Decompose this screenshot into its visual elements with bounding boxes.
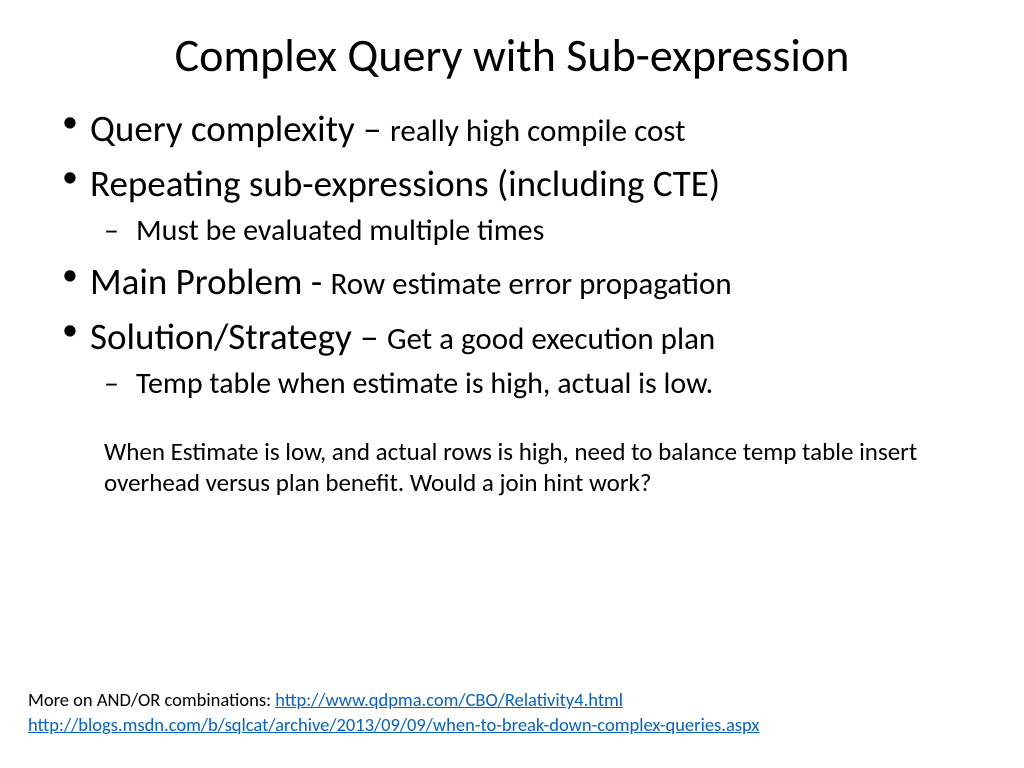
sub-item: Temp table when estimate is high, actual… xyxy=(90,365,976,402)
bullet-lead: Main Problem - xyxy=(90,259,331,304)
reference-link-1[interactable]: http://www.qdpma.com/CBO/Relativity4.htm… xyxy=(275,688,623,711)
bullet-tail: Row estimate error propagation xyxy=(331,265,732,303)
footer-references: More on AND/OR combinations: http://www.… xyxy=(28,688,759,738)
sub-list: Temp table when estimate is high, actual… xyxy=(90,365,976,402)
bullet-lead: Query complexity – xyxy=(90,106,390,151)
bullet-tail: Get a good execution plan xyxy=(387,320,715,358)
slide: Complex Query with Sub-expression Query … xyxy=(0,0,1024,768)
list-item: Main Problem - Row estimate error propag… xyxy=(48,259,976,304)
body-note: When Estimate is low, and actual rows is… xyxy=(104,436,976,499)
list-item: Solution/Strategy – Get a good execution… xyxy=(48,314,976,402)
list-item: Repeating sub-expressions (including CTE… xyxy=(48,161,976,249)
list-item: Query complexity – really high compile c… xyxy=(48,106,976,151)
bullet-lead: Solution/Strategy – xyxy=(90,314,387,359)
sub-item: Must be evaluated multiple times xyxy=(90,212,976,249)
slide-title: Complex Query with Sub-expression xyxy=(48,28,976,84)
bullet-tail: really high compile cost xyxy=(390,112,686,150)
sub-list: Must be evaluated multiple times xyxy=(90,212,976,249)
footer-prefix: More on AND/OR combinations: xyxy=(28,688,275,711)
bullet-lead: Repeating sub-expressions (including CTE… xyxy=(90,161,720,206)
reference-link-2[interactable]: http://blogs.msdn.com/b/sqlcat/archive/2… xyxy=(28,713,759,736)
bullet-list: Query complexity – really high compile c… xyxy=(48,106,976,402)
